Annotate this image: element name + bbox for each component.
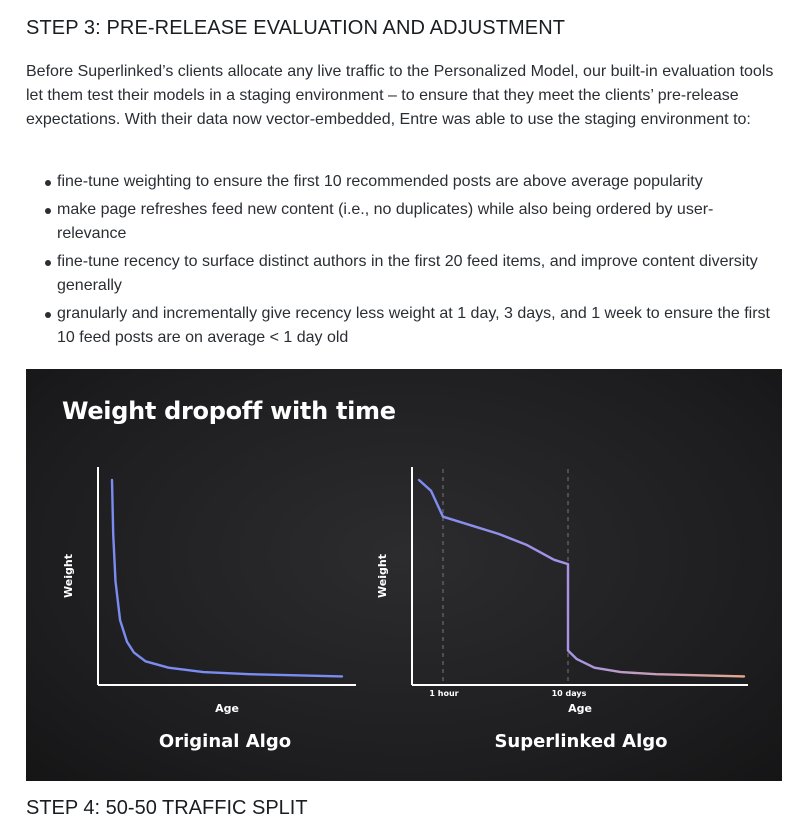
- list-item: fine-tune recency to surface distinct au…: [26, 250, 776, 298]
- bullet-list: fine-tune weighting to ensure the first …: [26, 170, 776, 354]
- y-axis-label: Weight: [376, 554, 389, 598]
- next-section-heading: STEP 4: 50-50 TRAFFIC SPLIT: [26, 797, 308, 819]
- chart-original-algo: Age Weight: [62, 467, 356, 715]
- y-axis-label: Weight: [62, 554, 75, 598]
- series-line: [110, 478, 344, 678]
- caption-original-algo: Original Algo: [158, 731, 292, 752]
- list-item: fine-tune weighting to ensure the first …: [26, 170, 776, 194]
- caption-superlinked-algo: Superlinked Algo: [494, 731, 668, 752]
- x-marker-label: 1 hour: [429, 689, 458, 698]
- list-item: granularly and incrementally give recenc…: [26, 302, 776, 350]
- intro-paragraph: Before Superlinked’s clients allocate an…: [26, 63, 774, 128]
- figure-charts: Age Weight 1 hour 10 days Age Weight: [62, 467, 748, 715]
- x-axis-label: Age: [568, 702, 592, 715]
- weight-dropoff-figure: Age Weight 1 hour 10 days Age Weight Weight …: [26, 369, 782, 781]
- series-line: [417, 478, 746, 678]
- list-item: make page refreshes feed new content (i.…: [26, 198, 776, 246]
- chart-superlinked-algo: 1 hour 10 days Age Weight: [376, 467, 748, 715]
- x-axis-label: Age: [215, 702, 239, 715]
- x-marker-label: 10 days: [552, 689, 587, 698]
- figure-title: Weight dropoff with time: [62, 397, 396, 425]
- section-heading: STEP 3: PRE-RELEASE EVALUATION AND ADJUS…: [26, 17, 566, 39]
